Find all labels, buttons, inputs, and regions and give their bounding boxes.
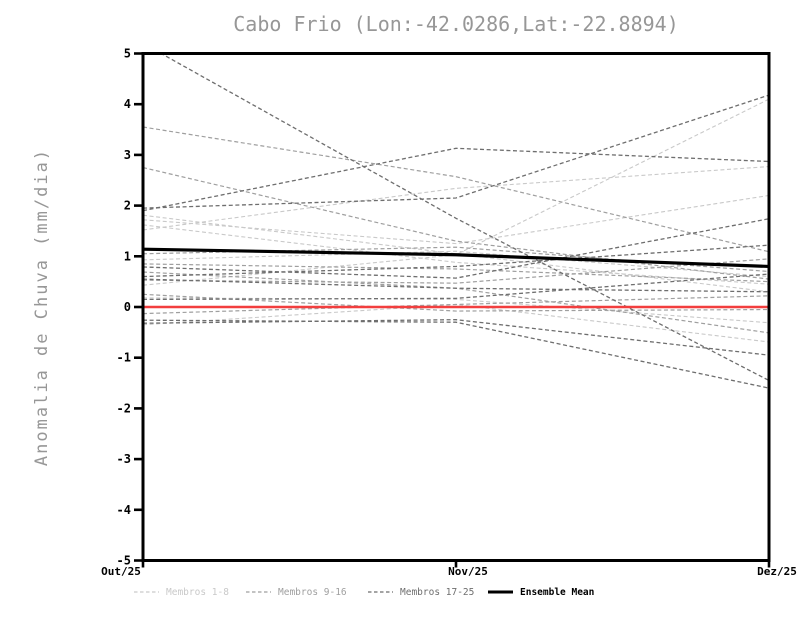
dashed-line-icon — [134, 591, 159, 593]
x-axis-tick-label: Dez/25 — [757, 565, 797, 578]
ensemble-member-line — [143, 244, 769, 278]
ensemble-member-line — [143, 218, 769, 279]
solid-line-icon — [488, 590, 513, 594]
ensemble-mean-line — [142, 247, 770, 269]
ensemble-member-line — [143, 295, 769, 315]
y-axis-tick-label: 5 — [124, 47, 131, 61]
x-axis-tick-label: Nov/25 — [448, 565, 488, 578]
dashed-line-icon — [246, 591, 271, 593]
ensemble-member-line — [143, 126, 769, 253]
ensemble-member-line — [143, 194, 769, 245]
y-axis-tick-label: -1 — [117, 351, 131, 365]
y-axis-tick-label: -3 — [117, 452, 131, 466]
ensemble-member-line — [143, 293, 769, 312]
ensemble-member-line — [143, 258, 769, 284]
legend-label-members-9-16: Membros 9-16 — [278, 586, 347, 598]
legend-item-ensemble-mean: Ensemble Mean — [487, 584, 594, 600]
ensemble-member-line — [143, 278, 769, 293]
ensemble-member-line — [143, 273, 769, 301]
y-axis-tick-label: 2 — [124, 199, 131, 213]
y-axis-tick-label: 1 — [124, 249, 131, 263]
ensemble-member-line — [143, 303, 769, 343]
legend-item-members-1-8: Membros 1-8 — [133, 584, 229, 600]
legend-item-members-9-16: Membros 9-16 — [245, 584, 347, 600]
legend-label-members-1-8: Membros 1-8 — [166, 586, 229, 598]
legend: Membros 1-8 Membros 9-16 Membros 17-25 E… — [0, 584, 800, 608]
x-axis-tick-label: Out/25 — [101, 565, 141, 578]
ensemble-member-line — [143, 250, 769, 278]
dashed-line-icon — [368, 591, 393, 593]
y-axis-tick-label: 4 — [124, 97, 131, 111]
y-axis-tick-label: -5 — [117, 554, 131, 568]
y-axis-tick-label: -4 — [117, 503, 131, 517]
ensemble-member-line — [143, 147, 769, 212]
legend-label-members-17-25: Membros 17-25 — [400, 586, 475, 598]
legend-label-ensemble-mean: Ensemble Mean — [520, 586, 595, 598]
y-axis-tick-label: -2 — [117, 401, 131, 415]
y-axis-tick-label: 0 — [124, 300, 131, 314]
ensemble-member-line — [159, 53, 769, 382]
y-axis-tick-label: 3 — [124, 148, 131, 162]
ensemble-member-line — [143, 319, 769, 356]
ensemble-member-line — [143, 297, 769, 324]
chart-title: Cabo Frio (Lon:-42.0286,Lat:-22.8894) — [233, 12, 679, 36]
ensemble-member-line — [143, 319, 769, 389]
ensemble-member-line — [143, 94, 769, 209]
ensemble-member-line — [143, 263, 769, 283]
ensemble-member-line — [143, 166, 769, 231]
legend-item-members-17-25: Membros 17-25 — [367, 584, 474, 600]
